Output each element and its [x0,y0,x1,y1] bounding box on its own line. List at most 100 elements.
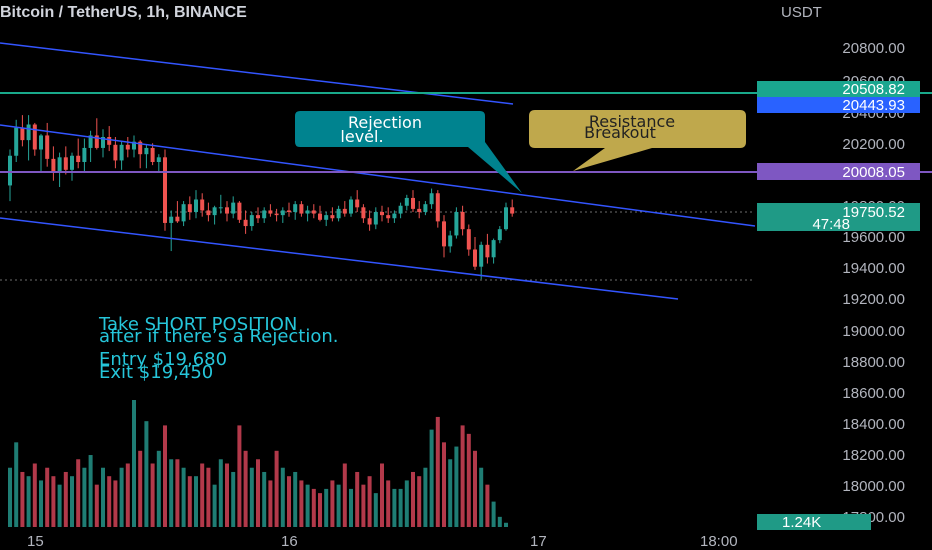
volume-bar [144,421,149,527]
breakout-callout-line2: Breakout [584,123,656,142]
volume-bar [8,467,12,527]
candle [101,129,105,158]
price-tick: 20200.00 [842,136,905,153]
volume-bar [256,459,260,527]
volume-bar [442,442,446,527]
breakout-callout[interactable]: Resistance Breakout [529,110,746,171]
candle [386,207,391,223]
candle [70,152,74,181]
symbol-title: Bitcoin / TetherUS, 1h, BINANCE [0,4,247,21]
candle-body [355,199,360,208]
resistance-tag-value: 20508.82 [842,81,905,98]
candle-body [293,204,298,212]
candle-body [200,199,205,211]
rejection-callout[interactable]: Rejection level. [295,111,522,193]
volume-bar [163,425,167,527]
candle-body [361,207,366,219]
time-axis[interactable]: 15 16 17 18:00 [27,533,738,550]
volume-bars [8,400,508,527]
price-tick: 18600.00 [842,385,905,402]
ask-tag-value: 20443.93 [842,97,905,114]
volume-bar [367,476,372,527]
candle [324,212,329,227]
volume-bar [119,467,124,527]
candle-body [20,127,25,141]
price-tick: 18000.00 [842,478,905,495]
last-price-tag[interactable]: 19750.52 47:48 [757,203,920,233]
ask-price-tag[interactable]: 20443.93 [757,97,920,114]
time-tick: 18:00 [700,533,738,550]
price-tick: 18400.00 [842,416,905,433]
price-tick: 19600.00 [842,229,905,246]
candle-body [454,212,459,236]
candle [293,201,298,220]
resistance-price-tag[interactable]: 20508.82 [757,81,920,98]
volume-bar [299,480,304,527]
candle [150,143,155,166]
volume-bar [485,484,490,527]
candle [8,149,12,202]
volume-bar [373,493,378,527]
rejection-tag-bg [757,163,920,180]
candle [423,201,428,216]
volume-bar [398,488,403,527]
last-price-value: 19750.52 [842,204,905,221]
volume-bar [125,463,130,527]
candle-body [57,157,62,173]
candle [392,210,397,223]
candle-body [287,210,291,212]
candle-body [268,210,273,214]
volume-tag-bg [757,514,871,530]
volume-bar [435,416,440,527]
candle [448,230,453,253]
candle-body [367,218,372,225]
volume-bar [63,471,68,527]
volume-bar [237,425,242,527]
candle [485,233,490,264]
candle [404,194,409,211]
candle-body [485,244,490,258]
candle-body [249,215,254,227]
candle-body [342,208,347,214]
volume-bar [386,480,391,527]
channel-upper-line[interactable] [0,124,756,227]
note-entry: Entry $19,680 [99,349,227,370]
candle [200,193,205,217]
candle-body [225,207,229,214]
candle-body [206,210,211,216]
candle [169,210,174,252]
volume-tag[interactable]: 1.24K [757,514,871,531]
candle [39,133,43,172]
candle [187,196,192,220]
volume-bar [454,446,459,527]
volume-bar [274,450,279,527]
candle [442,215,446,258]
candle-body [51,158,56,173]
volume-bar [113,480,118,527]
channel-lower-line[interactable] [0,217,679,300]
candle [218,194,223,214]
candle-body [181,204,186,222]
candle-body [417,208,422,212]
candle [305,205,310,222]
volume-bar [355,471,360,527]
volume-bar [82,467,87,527]
volume-bar [280,467,285,527]
candle-body [318,213,322,220]
candle-body [497,229,502,241]
candle-body [491,240,496,258]
candle-body [39,135,43,150]
volume-bar [169,459,174,527]
candle [138,140,143,169]
rejection-tag-value: 20008.05 [842,164,905,181]
candle [429,188,434,209]
rejection-price-tag[interactable]: 20008.05 [757,163,920,181]
candle-body [510,207,515,214]
volume-bar [249,467,254,527]
candle-body [466,229,471,250]
volume-bar [380,463,384,527]
candle [466,224,471,256]
candle-body [150,147,155,162]
candle-body [144,147,149,155]
